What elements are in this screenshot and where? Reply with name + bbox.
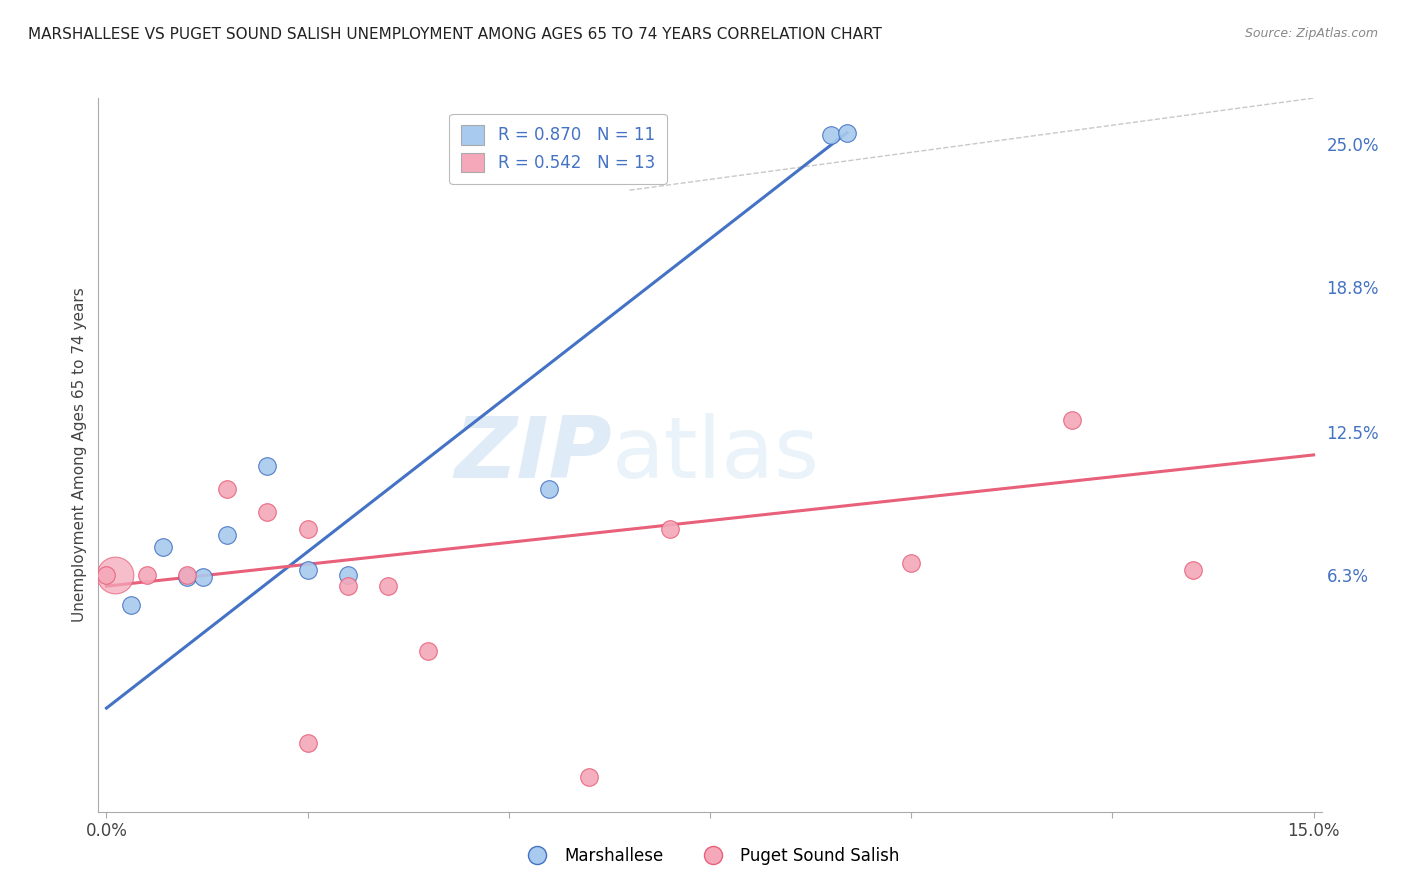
Text: ZIP: ZIP — [454, 413, 612, 497]
Point — [1062, 413, 1084, 427]
Text: Source: ZipAtlas.com: Source: ZipAtlas.com — [1244, 27, 1378, 40]
Point — [256, 459, 278, 474]
Point — [336, 579, 359, 593]
Point — [418, 643, 440, 657]
Point — [1181, 563, 1204, 577]
Point — [191, 570, 214, 584]
Point — [297, 563, 319, 577]
Point — [297, 522, 319, 536]
Point — [217, 483, 239, 497]
Point — [297, 736, 319, 750]
Point — [176, 570, 198, 584]
Point — [176, 567, 198, 582]
Point — [820, 128, 842, 142]
Point — [578, 770, 600, 784]
Point — [256, 506, 278, 520]
Point — [538, 483, 561, 497]
Point — [120, 598, 142, 612]
Point — [336, 567, 359, 582]
Point — [658, 522, 681, 536]
Point — [152, 540, 174, 554]
Point — [135, 567, 157, 582]
Point — [103, 567, 125, 582]
Point — [96, 567, 118, 582]
Point — [900, 556, 922, 570]
Text: atlas: atlas — [612, 413, 820, 497]
Y-axis label: Unemployment Among Ages 65 to 74 years: Unemployment Among Ages 65 to 74 years — [72, 287, 87, 623]
Point — [835, 126, 858, 140]
Point — [217, 528, 239, 542]
Text: MARSHALLESE VS PUGET SOUND SALISH UNEMPLOYMENT AMONG AGES 65 TO 74 YEARS CORRELA: MARSHALLESE VS PUGET SOUND SALISH UNEMPL… — [28, 27, 882, 42]
Point — [377, 579, 399, 593]
Legend: Marshallese, Puget Sound Salish: Marshallese, Puget Sound Salish — [515, 840, 905, 871]
